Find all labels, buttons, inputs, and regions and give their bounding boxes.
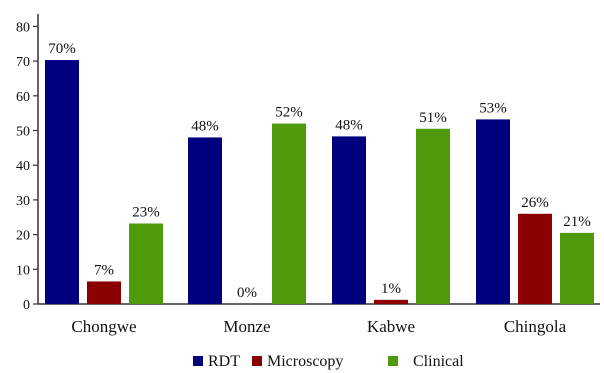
- y-tick-label: 40: [16, 159, 30, 174]
- data-label-clinical-chingola: 21%: [563, 214, 591, 230]
- category-labels: Chongwe Monze Kabwe Chingola: [71, 317, 566, 336]
- bar-rdt-monze: [188, 137, 222, 304]
- data-label-rdt-chingola: 53%: [479, 100, 507, 116]
- y-tick-label: 10: [16, 263, 30, 278]
- data-label-microscopy-monze: 0%: [237, 285, 257, 301]
- y-tick-label: 30: [16, 194, 30, 209]
- data-label-rdt-kabwe: 48%: [335, 117, 363, 133]
- y-axis-ticks: 0 10 20 30 40 50 60 70 80: [16, 20, 38, 313]
- data-label-clinical-kabwe: 51%: [419, 110, 447, 126]
- bar-microscopy-chongwe: [87, 281, 121, 304]
- bars: [45, 60, 594, 305]
- bar-microscopy-chingola: [518, 213, 552, 304]
- data-label-clinical-monze: 52%: [275, 105, 303, 121]
- bar-clinical-monze: [272, 123, 306, 304]
- bar-clinical-chingola: [560, 232, 594, 304]
- data-labels: 70% 48% 48% 53% 7% 0% 1% 26% 23% 52% 51% 21%: [48, 41, 591, 301]
- legend-label-rdt: RDT: [208, 353, 240, 370]
- data-label-microscopy-chingola: 26%: [521, 195, 549, 211]
- bar-rdt-kabwe: [332, 136, 366, 304]
- y-tick-label: 70: [16, 55, 30, 70]
- legend: RDT Microscopy Clinical: [193, 353, 464, 370]
- y-tick-label: 80: [16, 20, 30, 35]
- legend-swatch-clinical: [388, 356, 398, 366]
- data-label-rdt-monze: 48%: [191, 118, 219, 134]
- legend-label-clinical: Clinical: [413, 353, 464, 370]
- bar-clinical-chongwe: [129, 223, 163, 304]
- bar-microscopy-kabwe: [374, 299, 408, 304]
- legend-label-microscopy: Microscopy: [267, 353, 343, 370]
- bar-rdt-chongwe: [45, 60, 79, 305]
- data-label-clinical-chongwe: 23%: [132, 204, 160, 220]
- data-label-rdt-chongwe: 70%: [48, 41, 76, 57]
- y-tick-label: 60: [16, 90, 30, 105]
- category-label-chingola: Chingola: [504, 317, 567, 336]
- category-label-kabwe: Kabwe: [367, 317, 415, 336]
- y-tick-label: 50: [16, 125, 30, 140]
- bar-rdt-chingola: [476, 119, 510, 304]
- data-label-microscopy-chongwe: 7%: [94, 262, 114, 278]
- category-label-chongwe: Chongwe: [71, 317, 136, 336]
- legend-swatch-rdt: [193, 356, 203, 366]
- y-tick-label: 0: [23, 298, 30, 313]
- legend-swatch-microscopy: [252, 356, 262, 366]
- y-tick-label: 20: [16, 229, 30, 244]
- bar-clinical-kabwe: [416, 128, 450, 304]
- data-label-microscopy-kabwe: 1%: [381, 281, 401, 297]
- category-label-monze: Monze: [223, 317, 270, 336]
